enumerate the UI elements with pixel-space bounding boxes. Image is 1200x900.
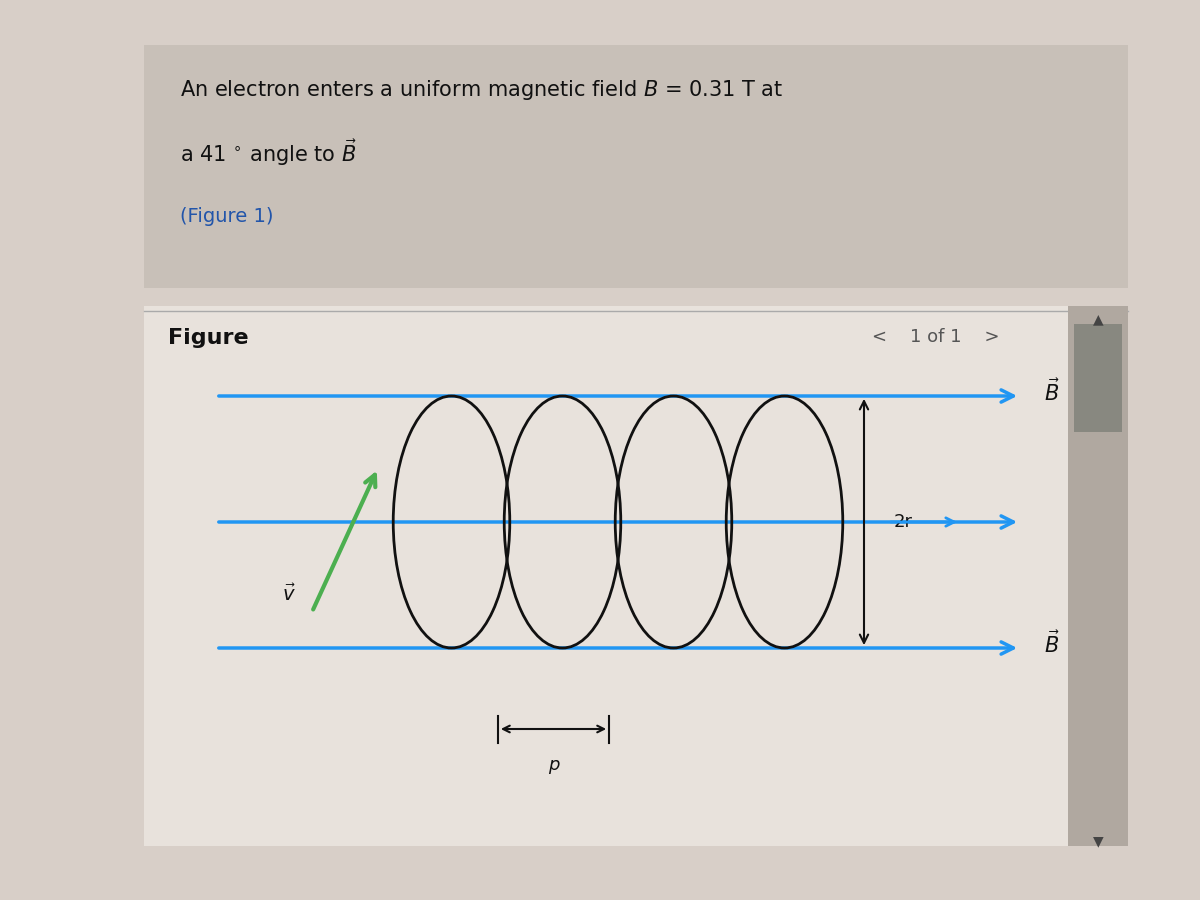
Text: An electron enters a uniform magnetic field $B$ = 0.31 T at: An electron enters a uniform magnetic fi… (180, 78, 784, 102)
Text: $\vec{B}$: $\vec{B}$ (1044, 630, 1060, 657)
Text: ▲: ▲ (1093, 312, 1103, 327)
Text: <    1 of 1    >: < 1 of 1 > (872, 328, 1000, 346)
Text: p: p (548, 756, 559, 774)
Text: $\vec{v}$: $\vec{v}$ (282, 583, 295, 605)
Text: a 41 $^{\circ}$ angle to $\vec{B}$: a 41 $^{\circ}$ angle to $\vec{B}$ (180, 138, 358, 168)
Bar (144, 45, 1128, 288)
Text: (Figure 1): (Figure 1) (180, 206, 274, 226)
Text: 2r: 2r (894, 513, 913, 531)
Bar (144, 306, 1128, 846)
Bar (1068, 306, 1128, 846)
Bar (1074, 324, 1122, 432)
Text: ▼: ▼ (1093, 834, 1103, 849)
Text: $\vec{B}$: $\vec{B}$ (1044, 378, 1060, 405)
Text: Figure: Figure (168, 328, 248, 347)
